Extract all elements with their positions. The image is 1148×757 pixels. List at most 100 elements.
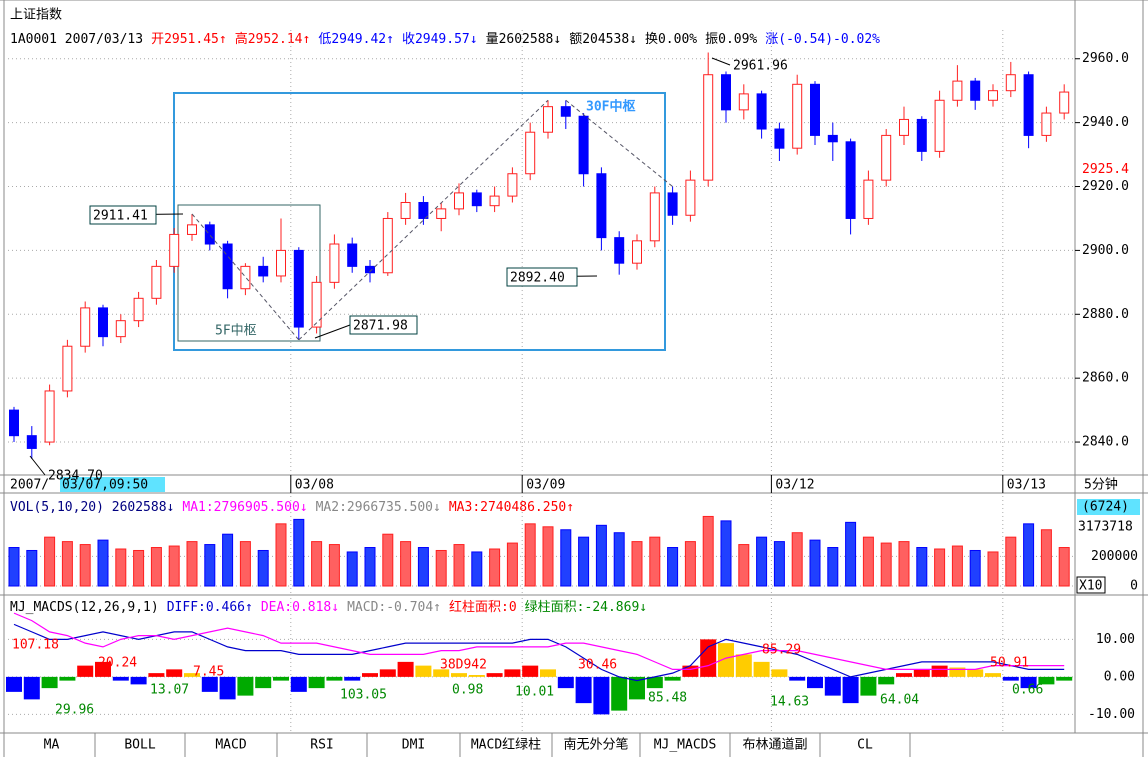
macd-bar (611, 676, 628, 711)
candle-body (632, 240, 642, 264)
volume-bar (364, 547, 376, 587)
candle-body (756, 93, 767, 130)
macd-bar (682, 665, 699, 677)
macd-bar (451, 673, 467, 677)
candle-body (151, 265, 162, 299)
macd-bar (807, 676, 823, 689)
volume-bar (44, 536, 56, 587)
macd-bar (273, 676, 289, 681)
candle-body (649, 192, 660, 242)
candle-body (258, 265, 269, 277)
macd-bar (468, 675, 485, 677)
annotation-box (506, 267, 578, 287)
x-tick-label: 03/09 (526, 478, 565, 493)
macd-annotation: 64.04 (880, 693, 919, 708)
macd-bar (219, 676, 236, 700)
tab[interactable]: DMI (402, 738, 425, 753)
scale-box (1076, 576, 1106, 594)
annotation-box (89, 205, 157, 225)
y-tick-label: 2920.0 (1082, 179, 1129, 194)
candle-body (988, 90, 998, 101)
volume-bar (1040, 529, 1052, 587)
volume-bar (720, 520, 732, 587)
macd-bar (433, 669, 450, 677)
y-tick-label: 0.00 (1104, 669, 1135, 684)
macd-bar (824, 676, 841, 696)
macd-bar (1056, 676, 1073, 681)
candle-body (1023, 74, 1034, 136)
candle-body (44, 390, 55, 443)
macd-bar (664, 676, 681, 681)
macd-bar (237, 676, 254, 696)
info-item: VOL(5,10,20) 2602588↓ (10, 500, 174, 515)
pivot-box-5f (177, 204, 321, 342)
volume-bar (880, 542, 892, 587)
volume-bar (275, 523, 287, 587)
cursor-date: 03/07,09:50 (62, 478, 148, 493)
box-label: 5F中枢 (215, 324, 257, 339)
macd-line (13, 612, 1065, 670)
info-line: VOL(5,10,20) 2602588↓ MA1:2796905.500↓ MA2… (10, 500, 574, 515)
info-item: MACD:-0.704↑ (347, 600, 441, 615)
volume-bar (684, 541, 696, 587)
volume-bar (8, 547, 20, 587)
macd-annotation: 10.01 (515, 685, 554, 700)
tab[interactable]: 南无外分笔 (563, 737, 628, 753)
tab[interactable]: 布林通道副 (742, 738, 807, 753)
candle-body (489, 195, 500, 207)
macd-bar (896, 673, 912, 677)
volume-bar (79, 544, 91, 587)
y-tick-label: 2960.0 (1082, 51, 1129, 66)
macd-bar (504, 669, 521, 677)
volume-bar (150, 547, 162, 587)
volume-bar (382, 533, 394, 587)
info-item: 低2949.42↑ (318, 32, 394, 47)
annotation-leader (711, 57, 731, 66)
tab[interactable]: MACD红绿柱 (471, 737, 541, 753)
scale-label: (6724) (1082, 500, 1129, 515)
volume-bar (506, 542, 518, 587)
candle-body (436, 208, 447, 219)
macd-bar (540, 669, 556, 677)
x-tick-label: 03/08 (295, 478, 334, 493)
volume-bar (1023, 523, 1035, 587)
volume-bar (702, 515, 714, 587)
candle-body (204, 224, 215, 245)
tab[interactable]: CL (857, 738, 873, 753)
macd-annotation: 29.96 (55, 703, 94, 718)
candle-body (525, 131, 536, 175)
annotation-leader (29, 455, 46, 476)
macd-bar (753, 661, 770, 677)
info-item: 绿柱面积:-24.869↓ (525, 600, 647, 615)
volume-bar (560, 529, 572, 587)
macd-bar (148, 673, 165, 677)
y-tick-label: 200000 (1091, 549, 1138, 564)
info-item: DIFF:0.466↑ (167, 600, 253, 615)
candle-body (9, 409, 19, 437)
macd-bar (326, 676, 343, 681)
volume-bar (667, 547, 679, 587)
tab[interactable]: MACD (215, 738, 246, 753)
info-item: 开2951.45↑ (151, 32, 227, 47)
tab[interactable]: BOLL (124, 738, 155, 753)
volume-bar (346, 551, 358, 587)
y-tick-label: 2900.0 (1082, 243, 1129, 258)
tab[interactable]: RSI (310, 738, 333, 753)
tab[interactable]: MA (44, 738, 60, 753)
macd-bar (290, 676, 307, 692)
annotation-box (349, 315, 418, 335)
tab[interactable]: MJ_MACDS (654, 738, 717, 753)
info-item: 高2952.14↑ (235, 31, 311, 47)
volume-bar (257, 549, 269, 587)
macd-bar (860, 676, 877, 696)
price-annotation: 2834.70 (48, 469, 103, 484)
pivot-box-30f (173, 92, 666, 351)
candle-body (1005, 74, 1016, 92)
candle-body (952, 80, 963, 101)
volume-bar (756, 536, 768, 587)
macd-bar (415, 665, 432, 677)
info-item: 涨(-0.54)-0.02% (765, 32, 880, 47)
macd-bar (593, 676, 610, 715)
volume-bar (1005, 536, 1017, 587)
